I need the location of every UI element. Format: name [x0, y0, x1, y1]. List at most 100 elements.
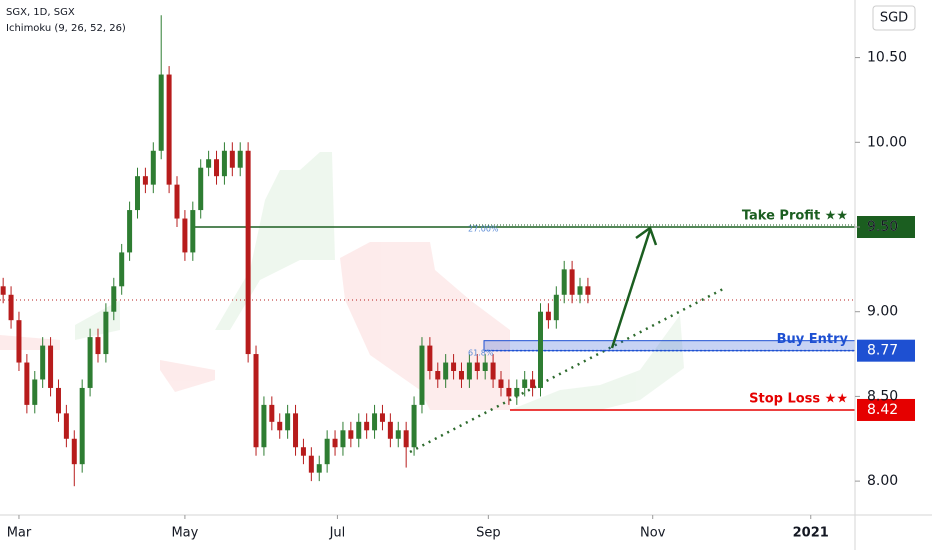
x-tick-label: Jul — [329, 526, 346, 541]
candle-body — [316, 464, 322, 473]
candle-body — [545, 311, 551, 321]
candle-body — [269, 404, 275, 422]
candle-body — [182, 218, 188, 253]
candle-body — [553, 294, 559, 321]
level-label-box — [857, 339, 915, 362]
candle-body — [490, 362, 496, 380]
candle-body — [506, 387, 512, 397]
candle-body — [142, 176, 148, 185]
y-tick-label: 9.00 — [867, 304, 898, 320]
candle-body — [577, 286, 583, 295]
candle-body — [40, 345, 46, 380]
candle-body — [530, 379, 536, 388]
candle-body — [348, 430, 354, 439]
candle-body — [474, 362, 480, 372]
candle-body — [103, 311, 109, 355]
candle-body — [32, 379, 38, 405]
candle-body — [569, 269, 575, 295]
candle-body — [190, 210, 196, 253]
candle-body — [443, 362, 449, 380]
candle-body — [158, 74, 164, 151]
candle-body — [119, 252, 125, 287]
candle-body — [253, 354, 259, 448]
candle-body — [134, 176, 140, 211]
candle-body — [16, 320, 22, 363]
y-tick-label: 9.50 — [867, 219, 898, 235]
candle-body — [174, 184, 180, 219]
arrow-head — [635, 226, 658, 246]
candle-body — [48, 345, 54, 388]
x-tick-label: May — [171, 526, 198, 541]
candle-body — [308, 455, 314, 473]
level-name: Take Profit ★★ — [742, 209, 848, 224]
candle-body — [379, 413, 385, 422]
candle-body — [332, 438, 338, 448]
candle-body — [387, 421, 393, 439]
level-label: 8.77 — [867, 343, 898, 359]
candle-body — [24, 362, 30, 405]
y-tick-label: 8.00 — [867, 473, 898, 489]
candle-body — [340, 430, 346, 448]
fib-label: 27.00% — [468, 225, 499, 234]
candle-body — [427, 345, 433, 372]
level-label-box — [857, 216, 915, 239]
trend-line — [409, 286, 726, 454]
currency-box[interactable] — [872, 5, 916, 31]
candle-body — [419, 345, 425, 405]
candle-body — [364, 421, 370, 431]
candle-body — [245, 150, 251, 355]
candle-body — [293, 413, 299, 448]
candle-body — [198, 167, 204, 211]
candle-body — [221, 150, 227, 177]
candle-body — [356, 421, 362, 439]
candle-body — [111, 286, 117, 312]
y-tick-label: 10.50 — [867, 50, 907, 66]
y-tick-label: 8.50 — [867, 388, 898, 404]
candle-body — [150, 150, 156, 185]
x-tick-label: 2021 — [793, 526, 829, 541]
fib-label: 61.8% — [468, 349, 494, 358]
candle-body — [482, 362, 488, 372]
candle-body — [63, 413, 69, 439]
candle-body — [324, 438, 330, 465]
level-name: Buy Entry — [777, 332, 849, 347]
candle-body — [451, 362, 457, 372]
level-name: Stop Loss ★★ — [749, 391, 848, 406]
candle-body — [403, 430, 409, 448]
candle-body — [206, 159, 212, 168]
candle-body — [71, 438, 77, 465]
x-tick-label: Mar — [7, 526, 32, 541]
level-label: 9.50 — [867, 219, 898, 235]
candle-body — [372, 413, 378, 431]
candle-body — [8, 294, 14, 321]
level-label-box — [857, 398, 915, 421]
candle-body — [261, 404, 267, 448]
candle-body — [466, 362, 472, 380]
candle-body — [498, 379, 504, 388]
arrow — [610, 229, 652, 349]
currency-label[interactable]: SGD — [880, 11, 908, 26]
candle-body — [166, 74, 172, 185]
candle-body — [0, 286, 6, 295]
candle-body — [237, 150, 243, 168]
y-tick-label: 10.00 — [867, 134, 907, 150]
candle-body — [55, 387, 61, 414]
candle-body — [514, 387, 520, 397]
candle-body — [537, 311, 543, 388]
candle-body — [435, 371, 441, 380]
candle-body — [561, 269, 567, 295]
candle-body — [277, 421, 283, 431]
candle-body — [395, 430, 401, 439]
chart-title: SGX, 1D, SGX — [6, 7, 75, 18]
candle-body — [411, 404, 417, 448]
candle-body — [522, 379, 528, 388]
candle-body — [87, 337, 93, 388]
candle-body — [229, 150, 235, 168]
x-tick-label: Nov — [640, 526, 666, 541]
candle-body — [585, 286, 591, 295]
candle-body — [214, 159, 220, 177]
level-label: 8.42 — [867, 402, 898, 418]
x-tick-label: Sep — [476, 526, 501, 541]
